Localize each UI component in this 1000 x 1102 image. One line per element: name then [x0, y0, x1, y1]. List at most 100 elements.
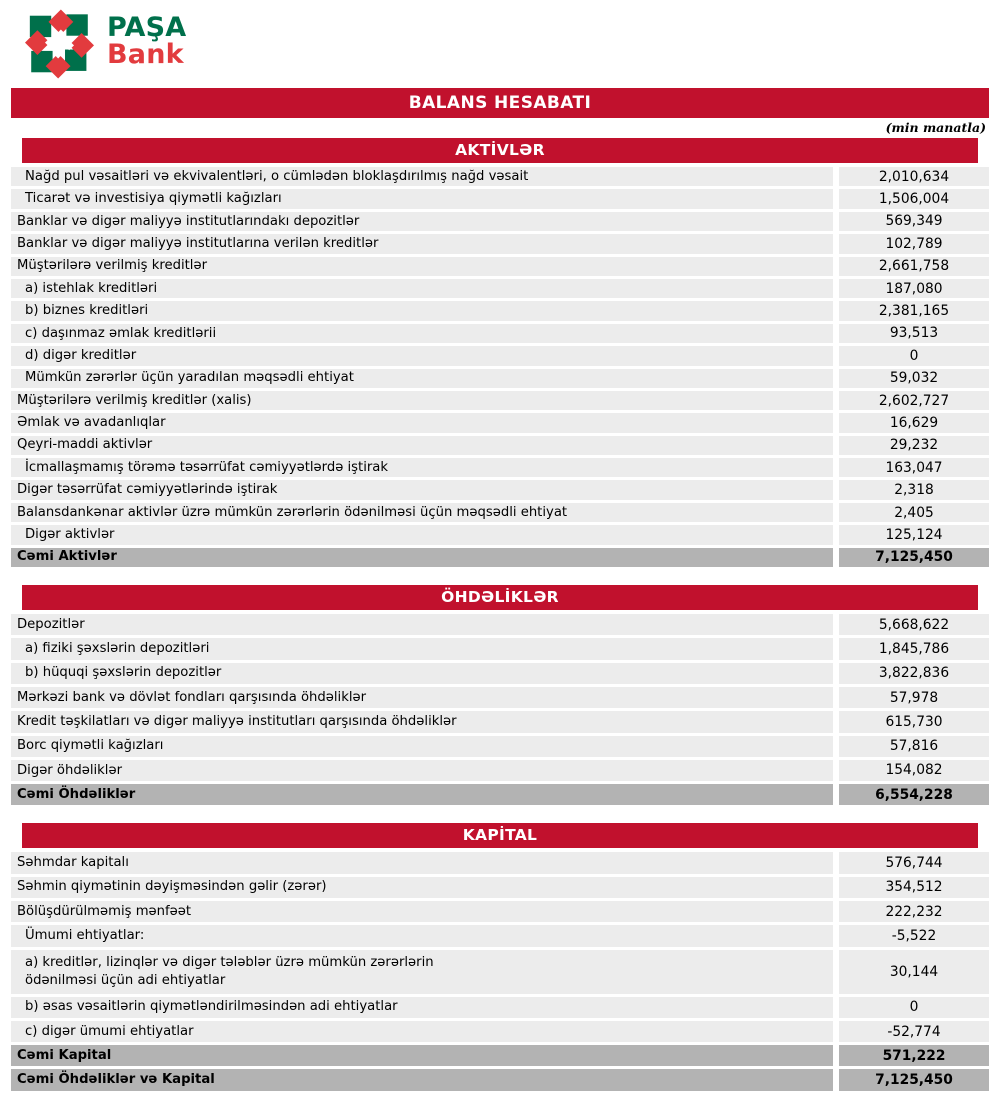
- section-kapital: KAPİTAL Səhmdar kapitalı 576,744 Səhmin …: [11, 823, 989, 1091]
- table-row: Ümumi ehtiyatlar: -5,522: [11, 925, 989, 947]
- table-row: Qeyri-maddi aktivlər 29,232: [11, 435, 989, 456]
- row-label: Digər öhdəliklər: [11, 759, 833, 782]
- table-row: Müştərilərə verilmiş kreditlər (xalis) 2…: [11, 390, 989, 411]
- table-row: Nağd pul vəsaitləri və ekvivalentləri, o…: [11, 167, 989, 187]
- row-label: Mümkün zərərlər üçün yaradılan məqsədli …: [11, 368, 833, 388]
- row-value: 2,381,165: [839, 301, 989, 321]
- row-value: 615,730: [839, 711, 989, 733]
- table-row: b) əsas vəsaitlərin qiymətləndirilməsind…: [11, 996, 989, 1018]
- row-label: Cəmi Öhdəliklər: [11, 784, 833, 806]
- section-rows: Nağd pul vəsaitləri və ekvivalentləri, o…: [11, 167, 989, 568]
- row-value: 57,978: [839, 686, 989, 709]
- table-row: Mümkün zərərlər üçün yaradılan məqsədli …: [11, 368, 989, 388]
- table-row: Cəmi Öhdəliklər və Kapital 7,125,450: [11, 1069, 989, 1091]
- table-row: b) hüquqi şəxslərin depozitlər 3,822,836: [11, 662, 989, 684]
- section-heading-ohdelikler: ÖHDƏLİKLƏR: [22, 585, 978, 611]
- row-label: Qeyri-maddi aktivlər: [11, 435, 833, 456]
- row-value: 0: [839, 346, 989, 366]
- row-value: 102,789: [839, 234, 989, 254]
- row-value: 93,513: [839, 323, 989, 344]
- row-value: 3,822,836: [839, 662, 989, 684]
- row-value: 569,349: [839, 211, 989, 232]
- table-row: c) daşınmaz əmlak kreditlərii 93,513: [11, 323, 989, 344]
- row-label: Səhmin qiymətinin dəyişməsindən gəlir (z…: [11, 876, 833, 898]
- table-row: Səhmdar kapitalı 576,744: [11, 852, 989, 874]
- row-value: 187,080: [839, 278, 989, 299]
- row-label: Banklar və digər maliyyə institutlarına …: [11, 234, 833, 254]
- section-aktivler: AKTİVLƏR Nağd pul vəsaitləri və ekvivale…: [11, 138, 989, 568]
- row-label: b) biznes kreditləri: [11, 301, 833, 321]
- section-rows: Səhmdar kapitalı 576,744 Səhmin qiymətin…: [11, 852, 989, 1091]
- bank-header: PAŞA Bank: [0, 0, 1000, 88]
- row-label: Nağd pul vəsaitləri və ekvivalentləri, o…: [11, 167, 833, 187]
- report-title: BALANS HESABATI: [11, 88, 989, 118]
- row-label: c) daşınmaz əmlak kreditlərii: [11, 323, 833, 344]
- row-label: Cəmi Öhdəliklər və Kapital: [11, 1069, 833, 1091]
- row-value: 16,629: [839, 413, 989, 433]
- row-label: Digər təsərrüfat cəmiyyətlərində iştirak: [11, 480, 833, 500]
- table-row: Bölüşdürülməmiş mənfəət 222,232: [11, 901, 989, 923]
- table-row: Əmlak və avadanlıqlar 16,629: [11, 413, 989, 433]
- row-value: 29,232: [839, 435, 989, 456]
- table-row: Mərkəzi bank və dövlət fondları qarşısın…: [11, 686, 989, 709]
- row-label: a) fiziki şəxslərin depozitləri: [11, 638, 833, 660]
- row-value: 154,082: [839, 759, 989, 782]
- table-row: Balansdankənar aktivlər üzrə mümkün zərə…: [11, 502, 989, 523]
- table-row: Digər öhdəliklər 154,082: [11, 759, 989, 782]
- table-row: a) fiziki şəxslərin depozitləri 1,845,78…: [11, 638, 989, 660]
- row-label: a) kreditlər, lizinqlər və digər tələblə…: [11, 949, 833, 994]
- row-label: b) hüquqi şəxslərin depozitlər: [11, 662, 833, 684]
- pasha-bank-logo-icon: [25, 9, 94, 79]
- row-value: 59,032: [839, 368, 989, 388]
- row-label: d) digər kreditlər: [11, 346, 833, 366]
- table-row: İcmallaşmamış törəmə təsərrüfat cəmiyyət…: [11, 458, 989, 478]
- row-value: 163,047: [839, 458, 989, 478]
- table-row: Kredit təşkilatları və digər maliyyə ins…: [11, 711, 989, 733]
- row-value: 1,845,786: [839, 638, 989, 660]
- row-label: Banklar və digər maliyyə institutlarında…: [11, 211, 833, 232]
- table-row: d) digər kreditlər 0: [11, 346, 989, 366]
- section-heading-aktivler: AKTİVLƏR: [22, 138, 978, 163]
- table-row: Cəmi Kapital 571,222: [11, 1045, 989, 1067]
- row-label: a) istehlak kreditləri: [11, 278, 833, 299]
- row-value: 7,125,450: [839, 547, 989, 568]
- row-value: 57,816: [839, 735, 989, 757]
- row-label: Səhmdar kapitalı: [11, 852, 833, 874]
- table-row: Depozitlər 5,668,622: [11, 614, 989, 636]
- row-value: 2,010,634: [839, 167, 989, 187]
- row-label: c) digər ümumi ehtiyatlar: [11, 1020, 833, 1043]
- row-label: İcmallaşmamış törəmə təsərrüfat cəmiyyət…: [11, 458, 833, 478]
- table-row: a) istehlak kreditləri 187,080: [11, 278, 989, 299]
- row-value: 222,232: [839, 901, 989, 923]
- bank-name-bottom: Bank: [107, 39, 184, 70]
- row-label: Balansdankənar aktivlər üzrə mümkün zərə…: [11, 502, 833, 523]
- table-row: Müştərilərə verilmiş kreditlər 2,661,758: [11, 256, 989, 276]
- table-row: Banklar və digər maliyyə institutlarında…: [11, 211, 989, 232]
- row-label: b) əsas vəsaitlərin qiymətləndirilməsind…: [11, 996, 833, 1018]
- row-value: 0: [839, 996, 989, 1018]
- row-label: Müştərilərə verilmiş kreditlər: [11, 256, 833, 276]
- row-value: 2,602,727: [839, 390, 989, 411]
- table-row: Cəmi Öhdəliklər 6,554,228: [11, 784, 989, 806]
- table-row: Borc qiymətli kağızları 57,816: [11, 735, 989, 757]
- row-value: 30,144: [839, 949, 989, 994]
- row-label: Depozitlər: [11, 614, 833, 636]
- table-row: b) biznes kreditləri 2,381,165: [11, 301, 989, 321]
- bank-wordmark: PAŞA Bank: [107, 9, 186, 68]
- row-value: 2,318: [839, 480, 989, 500]
- row-label: Borc qiymətli kağızları: [11, 735, 833, 757]
- row-value: 125,124: [839, 525, 989, 545]
- row-value: 6,554,228: [839, 784, 989, 806]
- table-row: Ticarət və investisiya qiymətli kağızlar…: [11, 189, 989, 209]
- row-label: Ticarət və investisiya qiymətli kağızlar…: [11, 189, 833, 209]
- row-label: Kredit təşkilatları və digər maliyyə ins…: [11, 711, 833, 733]
- bank-name-top: PAŞA: [107, 12, 187, 43]
- report-sections: AKTİVLƏR Nağd pul vəsaitləri və ekvivale…: [0, 138, 1000, 1091]
- row-value: 7,125,450: [839, 1069, 989, 1091]
- row-label: Müştərilərə verilmiş kreditlər (xalis): [11, 390, 833, 411]
- table-row: a) kreditlər, lizinqlər və digər tələblə…: [11, 949, 989, 994]
- row-value: 571,222: [839, 1045, 989, 1067]
- row-label: Cəmi Aktivlər: [11, 547, 833, 568]
- table-row: Səhmin qiymətinin dəyişməsindən gəlir (z…: [11, 876, 989, 898]
